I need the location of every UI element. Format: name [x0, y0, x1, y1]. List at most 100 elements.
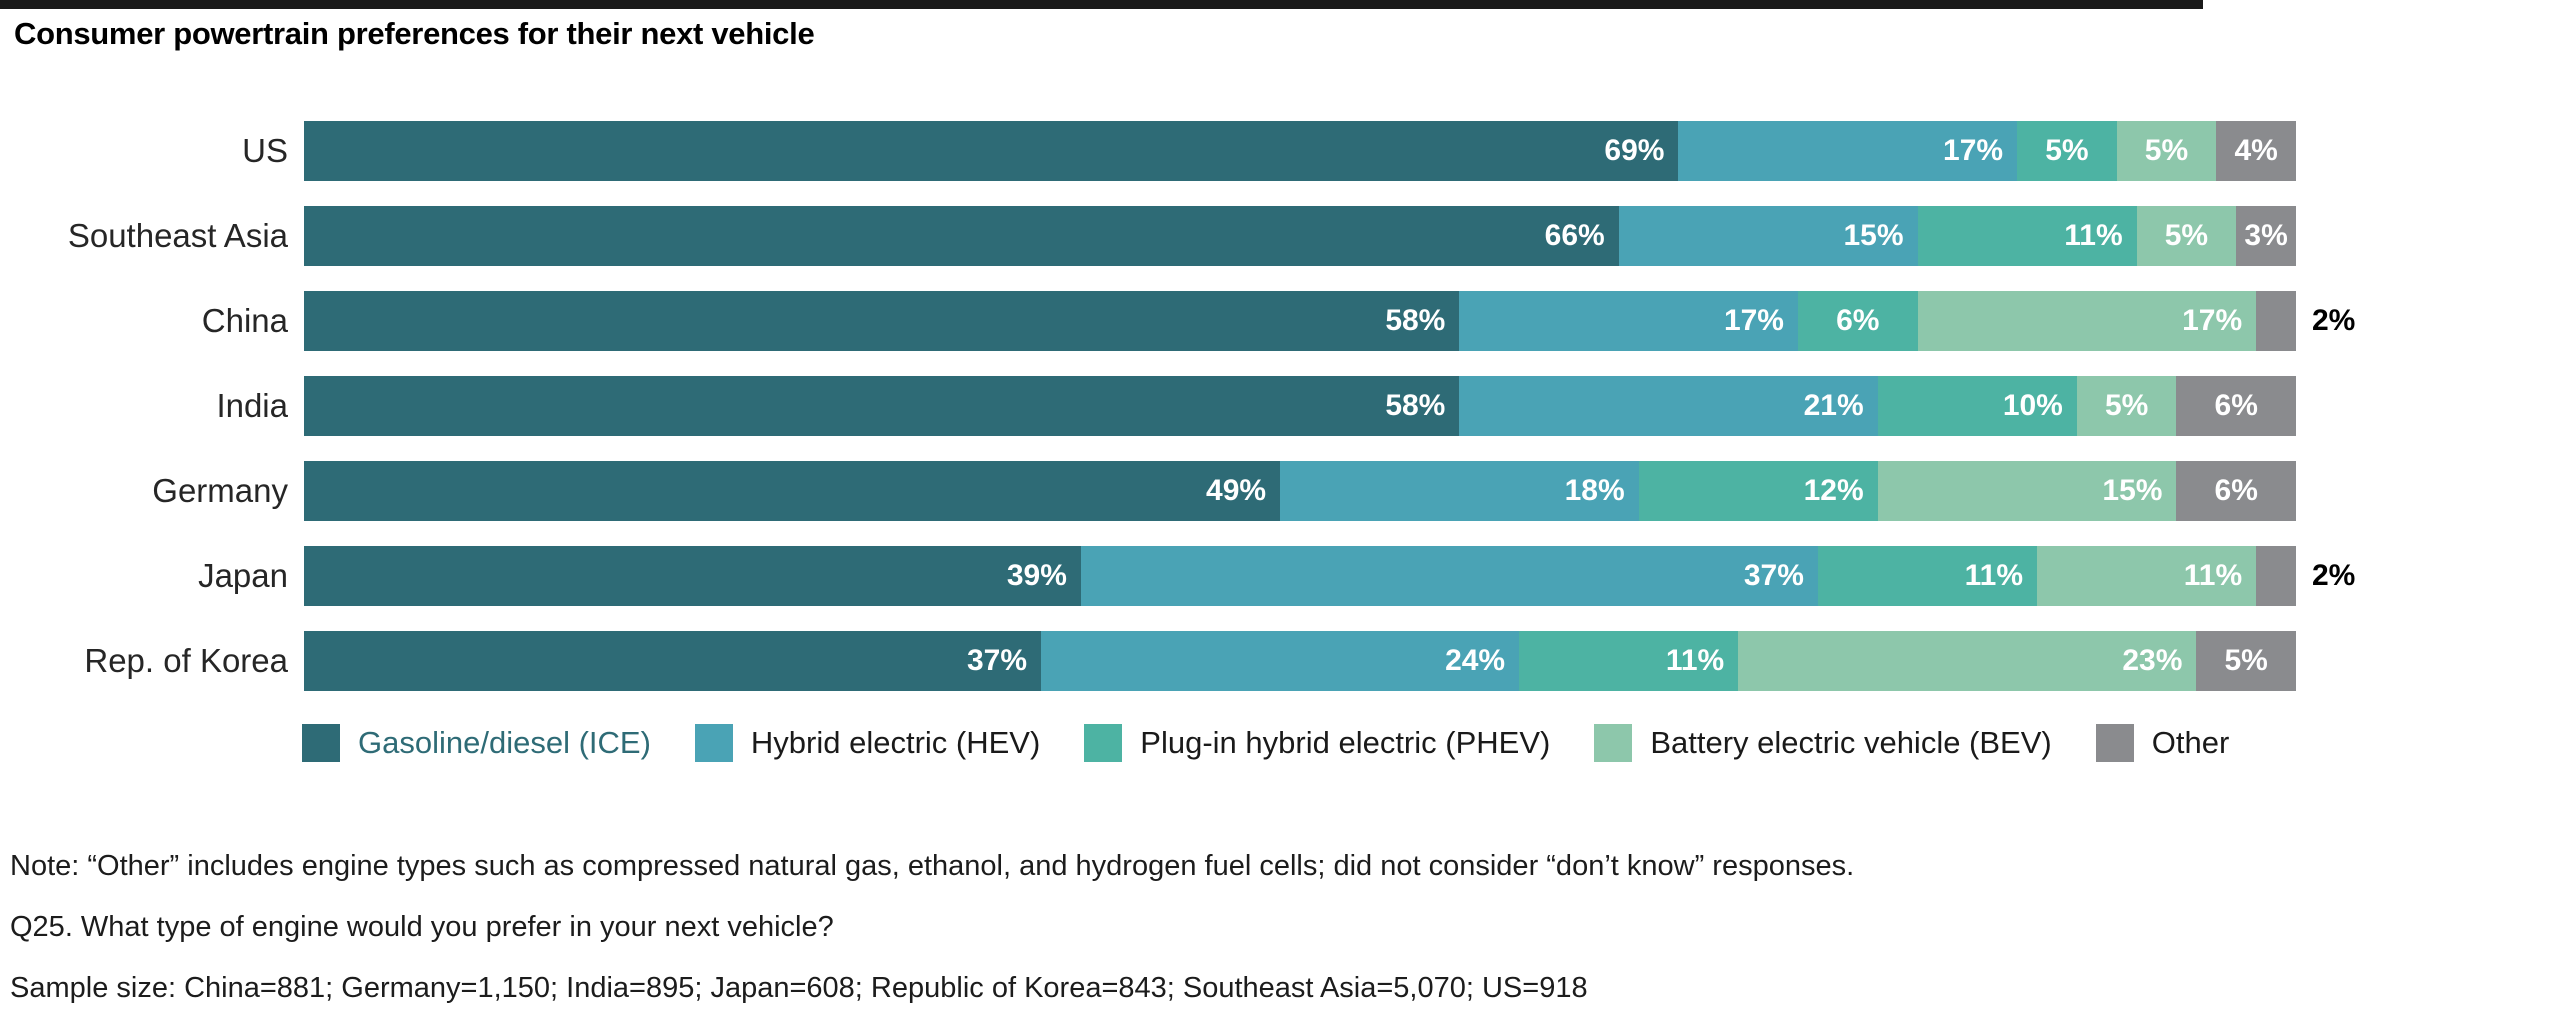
legend-item: Plug-in hybrid electric (PHEV)	[1084, 724, 1550, 762]
legend-label: Hybrid electric (HEV)	[750, 725, 1041, 760]
page-title: Consumer powertrain preferences for thei…	[14, 16, 815, 51]
segment-value-label: 37%	[1743, 558, 1804, 592]
legend-label: Other	[2151, 725, 2230, 760]
chart-row: Southeast Asia 66% 15% 11% 5% 3%	[0, 193, 2560, 278]
stacked-bar: 49% 18% 12% 15% 6%	[304, 460, 2296, 521]
chart-row: China 58% 17% 6% 17% 2%	[0, 278, 2560, 363]
bar-segment: 5%	[2076, 375, 2177, 436]
legend-label: Gasoline/diesel (ICE)	[358, 725, 651, 760]
chart-row: India 58% 21% 10% 5% 6%	[0, 363, 2560, 448]
bar-segment: 11%	[2037, 545, 2257, 606]
legend-item: Other	[2095, 724, 2230, 762]
segment-value-label: 5%	[2045, 133, 2089, 167]
segment-value-label: 17%	[2182, 303, 2243, 337]
segment-value-label: 5%	[2164, 218, 2209, 252]
bar-segment: 6%	[1797, 290, 1918, 351]
segment-value-label: 5%	[2104, 388, 2149, 422]
stacked-bar: 39% 37% 11% 11%	[304, 545, 2296, 606]
legend-swatch	[302, 724, 340, 762]
bar-segment: 37%	[1080, 545, 1818, 606]
segment-value-label: 12%	[1803, 473, 1864, 507]
segment-value-label: 4%	[2234, 133, 2278, 167]
bar-segment: 15%	[1877, 460, 2177, 521]
note-survey-question: Q25. What type of engine would you prefe…	[10, 911, 834, 943]
bar-segment: 58%	[304, 375, 1460, 436]
stacked-bar: 58% 17% 6% 17%	[304, 290, 2296, 351]
legend-swatch	[694, 724, 733, 762]
legend-swatch	[1084, 724, 1123, 762]
bar-segment	[2256, 290, 2296, 351]
bar-segment: 58%	[304, 290, 1460, 351]
footnotes: Note: “Other” includes engine types such…	[10, 836, 2550, 1019]
row-label: Germany	[152, 471, 288, 509]
segment-value-label: 6%	[2214, 473, 2258, 507]
stacked-bar: 69% 17% 5% 5% 4%	[304, 120, 2296, 181]
segment-value-label: 11%	[1665, 643, 1725, 677]
bar-segment: 18%	[1280, 460, 1639, 521]
row-label: India	[216, 386, 288, 424]
stacked-bar-chart: US 69% 17% 5% 5% 4% Southeast Asia 66% 15% 11% 5% 3…	[0, 108, 2560, 703]
segment-value-label: 21%	[1803, 388, 1864, 422]
bar-segment: 49%	[304, 460, 1281, 521]
note-other-definition: Note: “Other” includes engine types such…	[10, 850, 1855, 882]
row-label: Southeast Asia	[67, 216, 288, 254]
bar-segment: 3%	[2236, 205, 2296, 266]
segment-value-label: 49%	[1206, 473, 1267, 507]
chart-row: US 69% 17% 5% 5% 4%	[0, 108, 2560, 193]
segment-value-label: 11%	[2064, 218, 2123, 252]
segment-value-label: 5%	[2224, 643, 2268, 677]
segment-value-label: 15%	[1843, 218, 1904, 252]
note-sample-size: Sample size: China=881; Germany=1,150; I…	[10, 972, 1588, 1004]
segment-value-label: 15%	[2102, 473, 2163, 507]
bar-segment: 39%	[304, 545, 1081, 606]
segment-value-label: 6%	[1836, 303, 1880, 337]
bar-segment: 66%	[304, 205, 1619, 266]
legend-label: Plug-in hybrid electric (PHEV)	[1140, 725, 1551, 760]
bar-segment: 37%	[304, 630, 1042, 691]
bar-segment: 5%	[2017, 120, 2117, 181]
bar-segment: 11%	[1519, 630, 1739, 691]
stacked-bar: 37% 24% 11% 23% 5%	[304, 630, 2296, 691]
segment-value-label: 10%	[2002, 388, 2063, 422]
segment-value-label-outside: 2%	[2311, 558, 2356, 592]
segment-value-label: 11%	[1964, 558, 2024, 592]
segment-value-label: 66%	[1544, 218, 1605, 252]
segment-value-label: 37%	[966, 643, 1028, 677]
legend-swatch	[2095, 724, 2134, 762]
legend-item: Hybrid electric (HEV)	[694, 724, 1041, 762]
row-label: Rep. of Korea	[84, 641, 288, 679]
row-label: US	[242, 131, 288, 169]
row-label: China	[201, 301, 288, 339]
bar-segment	[2256, 545, 2296, 606]
chart-row: Rep. of Korea 37% 24% 11% 23% 5%	[0, 618, 2560, 703]
segment-value-label: 69%	[1604, 133, 1665, 167]
legend-item: Battery electric vehicle (BEV)	[1594, 724, 2052, 762]
segment-value-label: 11%	[2183, 558, 2243, 592]
bar-segment: 5%	[2116, 120, 2217, 181]
stacked-bar: 66% 15% 11% 5% 3%	[304, 205, 2296, 266]
bar-segment: 4%	[2216, 120, 2296, 181]
stacked-bar: 58% 21% 10% 5% 6%	[304, 375, 2296, 436]
segment-value-label: 24%	[1445, 643, 1506, 677]
segment-value-label: 17%	[1723, 303, 1784, 337]
bar-segment: 17%	[1459, 290, 1798, 351]
bar-segment: 6%	[2176, 375, 2296, 436]
bar-segment: 17%	[1678, 120, 2018, 181]
segment-value-label: 58%	[1385, 303, 1446, 337]
bar-segment: 12%	[1638, 460, 1878, 521]
legend-swatch	[1594, 724, 1633, 762]
chart-legend: Gasoline/diesel (ICE) Hybrid electric (HE…	[302, 724, 2229, 762]
bar-segment: 17%	[1917, 290, 2257, 351]
bar-segment: 11%	[1817, 545, 2038, 606]
bar-segment: 6%	[2176, 460, 2296, 521]
segment-value-label: 6%	[2214, 388, 2258, 422]
segment-value-label: 58%	[1385, 388, 1446, 422]
bar-segment: 5%	[2196, 630, 2296, 691]
chart-row: Germany 49% 18% 12% 15% 6%	[0, 448, 2560, 533]
legend-label: Battery electric vehicle (BEV)	[1650, 725, 2052, 760]
segment-value-label: 18%	[1564, 473, 1625, 507]
bar-segment: 10%	[1877, 375, 2077, 436]
top-rule	[0, 0, 2203, 9]
bar-segment: 23%	[1738, 630, 2197, 691]
chart-row: Japan 39% 37% 11% 11% 2%	[0, 533, 2560, 618]
